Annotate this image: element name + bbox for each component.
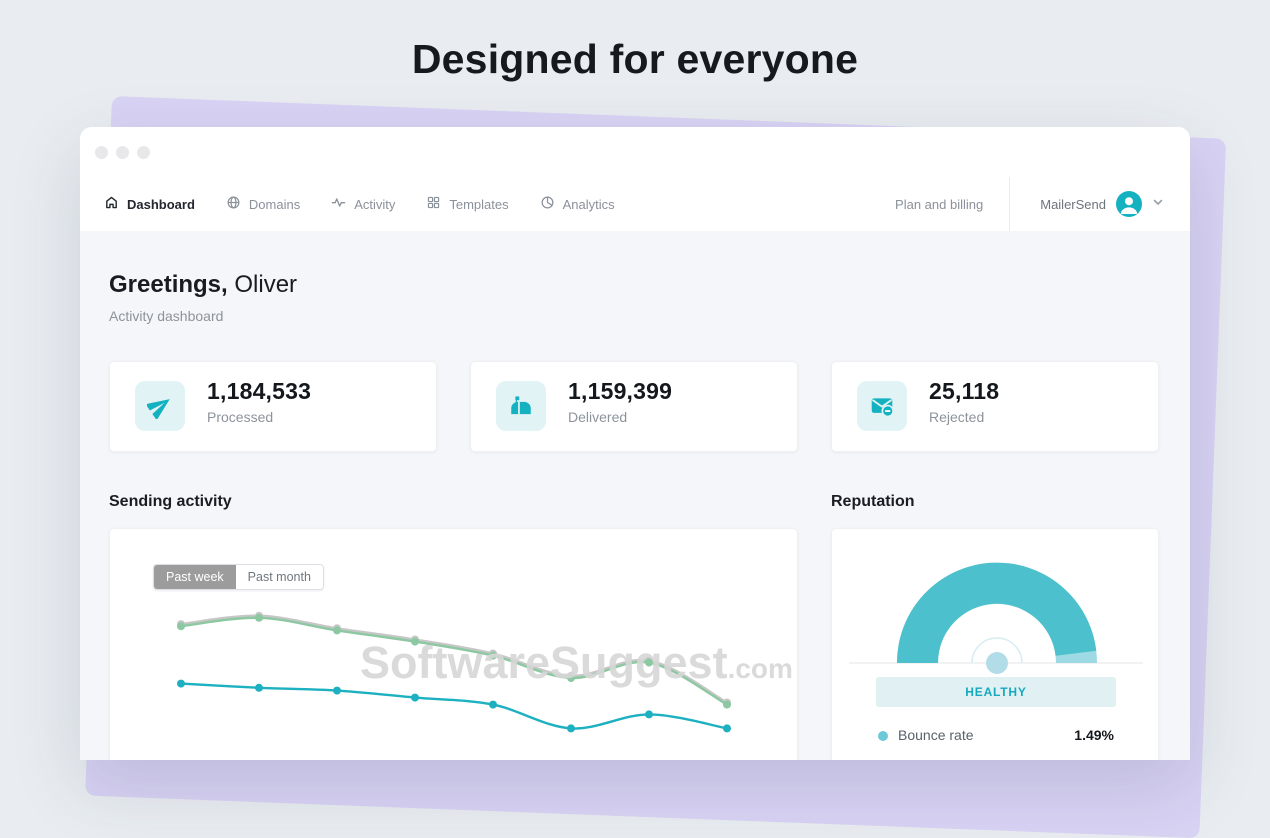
stat-value: 1,184,533 bbox=[207, 378, 312, 404]
sending-activity-chart bbox=[177, 611, 731, 733]
plan-and-billing-link[interactable]: Plan and billing bbox=[895, 196, 984, 212]
window-dot bbox=[116, 146, 129, 159]
window-dot bbox=[137, 146, 150, 159]
stat-card-processed: 1,184,533 Processed bbox=[109, 361, 437, 452]
greeting-title: Greetings, Oliver bbox=[109, 271, 297, 299]
chevron-down-icon bbox=[1152, 195, 1164, 213]
tab-past-week[interactable]: Past week bbox=[154, 565, 236, 589]
stat-label: Delivered bbox=[568, 409, 628, 425]
stat-label: Rejected bbox=[929, 409, 985, 425]
window-titlebar bbox=[80, 127, 1190, 178]
gauge-hub bbox=[986, 652, 1008, 674]
templates-grid-icon bbox=[426, 195, 441, 213]
mail-rejected-icon bbox=[857, 381, 907, 431]
nav-item-label: Dashboard bbox=[127, 196, 195, 212]
top-navbar: Dashboard Domains Activity Templates bbox=[80, 177, 1190, 232]
bounce-rate-row: Bounce rate 1.49% bbox=[876, 727, 1114, 745]
sending-activity-panel: Past week Past month bbox=[109, 528, 798, 760]
browser-window: Dashboard Domains Activity Templates bbox=[80, 127, 1190, 760]
reputation-heading: Reputation bbox=[831, 493, 915, 510]
time-range-toggle: Past week Past month bbox=[153, 564, 324, 590]
page-title: Designed for everyone bbox=[411, 36, 859, 82]
reputation-panel: HEALTHY Bounce rate 1.49% bbox=[831, 528, 1159, 760]
nav-divider bbox=[1009, 177, 1011, 231]
nav-item-domains[interactable]: Domains bbox=[226, 195, 300, 213]
nav-item-label: Activity bbox=[354, 196, 396, 212]
greeting-name: Oliver bbox=[227, 271, 298, 298]
account-name: MailerSend bbox=[1040, 196, 1106, 212]
bounce-rate-label: Bounce rate bbox=[898, 727, 974, 743]
activity-pulse-icon bbox=[331, 195, 346, 213]
gauge-inner-ring bbox=[971, 637, 1023, 664]
reputation-gauge bbox=[849, 562, 1143, 674]
greeting-subtitle: Activity dashboard bbox=[109, 308, 224, 324]
nav-item-templates[interactable]: Templates bbox=[426, 195, 509, 213]
gauge-value-arc bbox=[896, 562, 1097, 663]
nav-item-label: Templates bbox=[449, 196, 509, 212]
nav-item-dashboard[interactable]: Dashboard bbox=[104, 195, 195, 213]
home-icon bbox=[104, 195, 119, 213]
stat-card-rejected: 25,118 Rejected bbox=[831, 361, 1159, 452]
stat-value: 25,118 bbox=[929, 378, 1000, 404]
nav-item-activity[interactable]: Activity bbox=[331, 195, 395, 213]
dashboard-content: Greetings, Oliver Activity dashboard 1,1… bbox=[80, 231, 1190, 760]
nav-item-label: Analytics bbox=[562, 196, 615, 212]
tab-past-month[interactable]: Past month bbox=[235, 565, 323, 589]
nav-items: Dashboard Domains Activity Templates bbox=[104, 177, 615, 231]
stat-label: Processed bbox=[207, 409, 274, 425]
window-dot bbox=[95, 146, 108, 159]
legend-dot-icon bbox=[878, 731, 888, 741]
account-menu[interactable]: MailerSend bbox=[1040, 191, 1164, 217]
greeting-word: Greetings, bbox=[109, 271, 228, 298]
mailbox-icon bbox=[496, 381, 546, 431]
person-icon bbox=[1116, 191, 1142, 217]
nav-item-analytics[interactable]: Analytics bbox=[540, 195, 615, 213]
nav-item-label: Domains bbox=[248, 196, 301, 212]
analytics-pie-icon bbox=[540, 195, 555, 213]
stat-value: 1,159,399 bbox=[568, 378, 673, 404]
status-badge: HEALTHY bbox=[876, 677, 1116, 707]
sending-activity-heading: Sending activity bbox=[109, 493, 232, 510]
stat-card-delivered: 1,159,399 Delivered bbox=[470, 361, 798, 452]
bounce-rate-value: 1.49% bbox=[1074, 727, 1114, 743]
globe-icon bbox=[226, 195, 241, 213]
nav-right-group: Plan and billing MailerSend bbox=[895, 177, 1164, 231]
paper-plane-icon bbox=[135, 381, 185, 431]
